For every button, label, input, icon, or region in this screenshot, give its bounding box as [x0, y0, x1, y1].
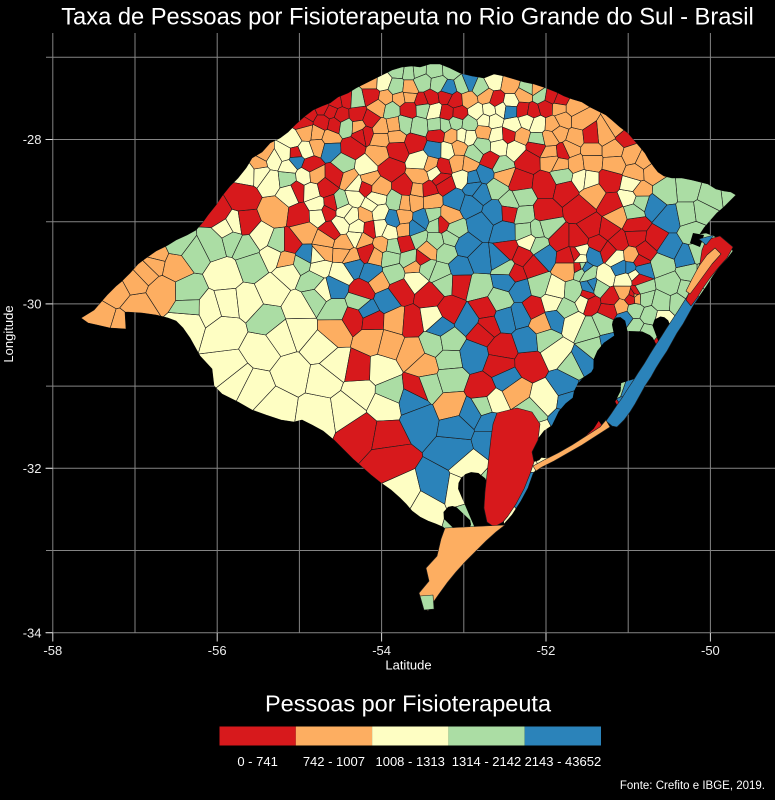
- svg-text:Fonte: Crefito e IBGE, 2019.: Fonte: Crefito e IBGE, 2019.: [620, 780, 765, 792]
- svg-text:0 - 741: 0 - 741: [237, 754, 277, 769]
- svg-text:Pessoas por Fisioterapeuta: Pessoas por Fisioterapeuta: [265, 691, 552, 717]
- svg-text:-34: -34: [23, 625, 42, 640]
- svg-text:1008 - 1313: 1008 - 1313: [375, 754, 444, 769]
- svg-text:-58: -58: [43, 643, 62, 658]
- svg-text:-50: -50: [701, 643, 720, 658]
- svg-text:742 - 1007: 742 - 1007: [303, 754, 365, 769]
- svg-text:Longitude: Longitude: [1, 305, 16, 362]
- svg-text:-28: -28: [23, 132, 42, 147]
- svg-text:-56: -56: [208, 643, 227, 658]
- svg-text:-54: -54: [372, 643, 391, 658]
- svg-text:Taxa de Pessoas por Fisioterap: Taxa de Pessoas por Fisioterapeuta no Ri…: [61, 5, 754, 31]
- svg-text:-52: -52: [537, 643, 556, 658]
- svg-text:1314 - 2142: 1314 - 2142: [452, 754, 521, 769]
- svg-text:2143 - 43652: 2143 - 43652: [525, 754, 602, 769]
- svg-text:-32: -32: [23, 461, 42, 476]
- svg-text:Latitude: Latitude: [385, 658, 431, 673]
- svg-text:-30: -30: [23, 297, 42, 312]
